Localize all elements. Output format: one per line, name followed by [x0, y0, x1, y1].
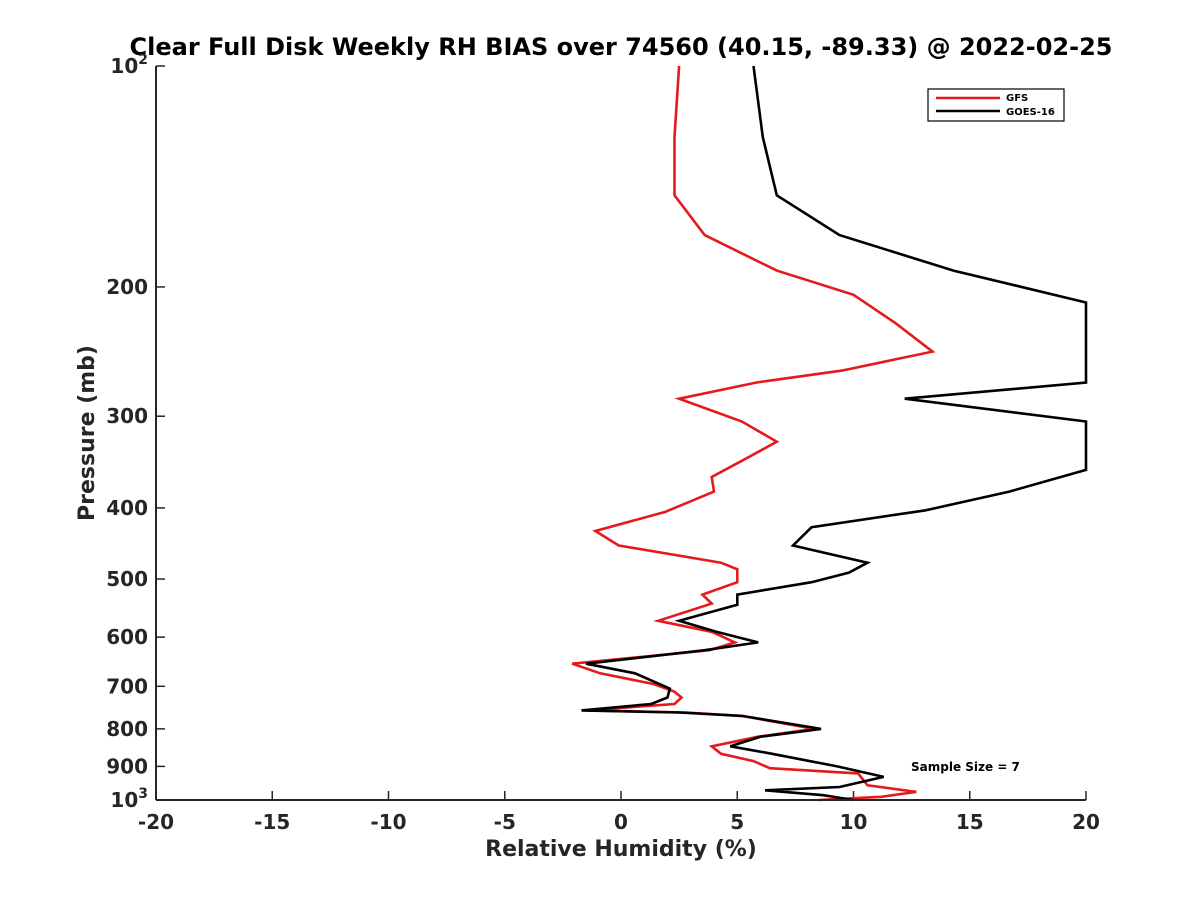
legend-box	[927, 88, 1065, 122]
y-tick-label: 600	[106, 625, 148, 649]
chart-title: Clear Full Disk Weekly RH BIAS over 7456…	[130, 33, 1113, 61]
legend-label-goes-16: GOES-16	[1006, 107, 1055, 118]
y-axis-label: Pressure (mb)	[75, 345, 100, 521]
y-tick-exponent: 3	[138, 786, 148, 802]
x-tick-label: 15	[956, 810, 984, 834]
y-tick-label: 500	[106, 567, 148, 591]
x-tick-label: 0	[614, 810, 628, 834]
plot-background	[156, 66, 1086, 800]
sample-size-annotation: Sample Size = 7	[911, 760, 1020, 774]
x-tick-label: 20	[1072, 810, 1100, 834]
y-tick-base: 10	[110, 788, 138, 812]
y-tick-label: 103	[110, 786, 148, 812]
y-tick-label: 400	[106, 496, 148, 520]
x-tick-label: -5	[494, 810, 516, 834]
x-ticks: -20 -15 -10 -5 0 5 10 15 20	[138, 791, 1100, 834]
x-tick-label: 5	[730, 810, 744, 834]
x-tick-label: -15	[254, 810, 290, 834]
y-tick-exponent: 2	[138, 52, 148, 68]
legend: GFS GOES-16	[927, 88, 1065, 122]
y-tick-label: 200	[106, 275, 148, 299]
y-tick-label: 800	[106, 717, 148, 741]
series-line-goes-16	[581, 65, 1088, 802]
y-tick-label: 900	[106, 754, 148, 778]
series-layer	[571, 65, 1088, 802]
series-line-gfs	[571, 65, 936, 802]
y-tick-label: 300	[106, 404, 148, 428]
x-tick-label: -20	[138, 810, 174, 834]
x-axis-label: Relative Humidity (%)	[485, 837, 757, 862]
y-tick-label: 700	[106, 674, 148, 698]
y-tick-label: 102	[110, 52, 148, 78]
y-tick-base: 10	[110, 54, 138, 78]
x-tick-label: -10	[370, 810, 406, 834]
x-tick-label: 10	[840, 810, 868, 834]
legend-label-gfs: GFS	[1006, 93, 1028, 104]
